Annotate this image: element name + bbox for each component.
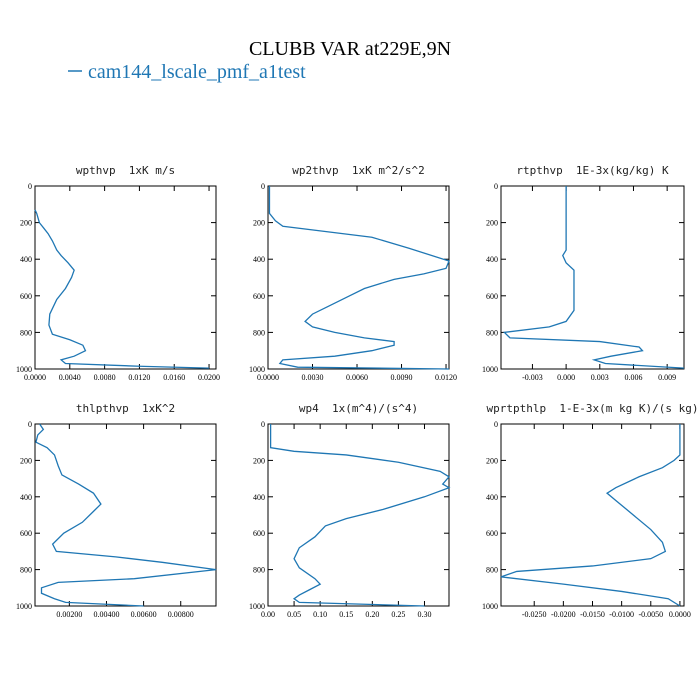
x-tick-label: 0.003 [591,373,609,382]
x-tick-label: 0.15 [339,610,353,619]
x-tick-label: 0.10 [313,610,327,619]
y-tick-label: 400 [486,493,498,502]
y-tick-label: 400 [253,255,265,264]
y-tick-label: 200 [486,219,498,228]
y-tick-label: 800 [253,566,265,575]
x-tick-label: 0.0060 [346,373,368,382]
y-tick-label: 800 [486,328,498,337]
x-tick-label: 0.0200 [198,373,220,382]
x-tick-label: 0.0120 [128,373,150,382]
y-tick-label: 1000 [482,365,498,374]
y-tick-label: 400 [20,493,32,502]
panel-title: wprtpthlp 1-E-3x(m kg K)/(s kg) [487,402,699,415]
y-tick-label: 800 [253,328,265,337]
y-tick-label: 0 [28,420,32,429]
x-tick-label: 0.0000 [669,610,691,619]
y-tick-label: 200 [20,456,32,465]
x-tick-label: 0.0160 [163,373,185,382]
x-tick-label: -0.0100 [609,610,634,619]
profile-line [269,424,451,607]
y-tick-label: 200 [486,456,498,465]
y-tick-label: 600 [20,529,32,538]
y-tick-label: 800 [20,566,32,575]
y-tick-label: 800 [486,566,498,575]
profile-line [500,424,681,607]
y-tick-label: 200 [253,219,265,228]
x-tick-label: 0.000 [557,373,575,382]
x-tick-label: 0.20 [365,610,379,619]
x-tick-label: 0.009 [658,373,676,382]
y-tick-label: 600 [253,529,265,538]
y-tick-label: 1000 [482,602,498,611]
x-tick-label: 0.0040 [59,373,81,382]
profile-line [268,186,450,370]
y-tick-label: 1000 [249,602,265,611]
plot-frame [34,423,217,607]
legend-entry: cam144_lscale_pmf_a1test [88,61,306,83]
x-tick-label: 0.006 [624,373,642,382]
panel-title: thlpthvp 1xK^2 [76,402,175,415]
y-tick-label: 600 [486,292,498,301]
y-tick-label: 1000 [16,602,32,611]
plot-frame [267,423,450,607]
y-tick-label: 400 [253,493,265,502]
panel-title: rtpthvp 1E-3x(kg/kg) K [516,164,669,177]
x-tick-label: 0.0120 [435,373,457,382]
x-tick-label: 0.00400 [93,610,119,619]
profile-line [34,209,210,369]
plot-frame [500,185,685,370]
y-tick-label: 800 [20,328,32,337]
y-tick-label: 0 [261,182,265,191]
y-tick-label: 0 [494,420,498,429]
panel-title: wpthvp 1xK m/s [76,164,175,177]
x-tick-label: -0.003 [522,373,543,382]
y-tick-label: 0 [261,420,265,429]
plot-frame [34,185,217,370]
y-tick-label: 600 [486,529,498,538]
y-tick-label: 0 [28,182,32,191]
x-tick-label: 0.0090 [391,373,413,382]
y-tick-label: 200 [20,219,32,228]
x-tick-label: 0.0080 [94,373,116,382]
y-tick-label: 0 [494,182,498,191]
profile-line [35,423,217,607]
x-tick-label: -0.0150 [580,610,605,619]
panel-title: wp2thvp 1xK m^2/s^2 [292,164,424,177]
panel-title: wp4 1x(m^4)/(s^4) [299,402,418,415]
y-tick-label: 400 [20,255,32,264]
x-tick-label: -0.0050 [638,610,663,619]
x-tick-label: 0.0000 [24,373,46,382]
profile-line [502,186,685,369]
x-tick-label: 0.00 [261,610,275,619]
x-tick-label: 0.0000 [257,373,279,382]
plot-frame [500,423,685,607]
y-tick-label: 200 [253,456,265,465]
y-tick-label: 1000 [249,365,265,374]
y-tick-label: 1000 [16,365,32,374]
x-tick-label: -0.0250 [522,610,547,619]
x-tick-label: 0.30 [417,610,431,619]
figure-title: CLUBB VAR at229E,9N [249,38,451,60]
x-tick-label: 0.0030 [302,373,324,382]
x-tick-label: -0.0200 [551,610,576,619]
plot-frame [267,185,450,370]
x-tick-label: 0.25 [391,610,405,619]
x-tick-label: 0.00800 [168,610,194,619]
y-tick-label: 600 [253,292,265,301]
x-tick-label: 0.00200 [56,610,82,619]
y-tick-label: 400 [486,255,498,264]
x-tick-label: 0.00600 [131,610,157,619]
x-tick-label: 0.05 [287,610,301,619]
y-tick-label: 600 [20,292,32,301]
